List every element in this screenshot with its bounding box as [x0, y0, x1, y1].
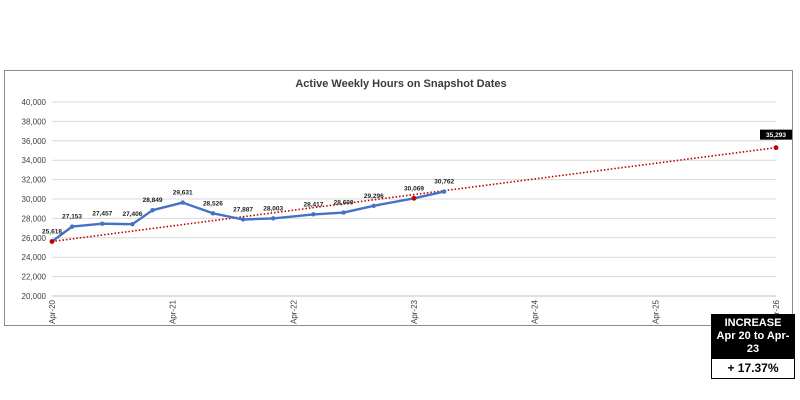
data-label: 28,600: [334, 200, 354, 207]
data-label: 30,762: [434, 179, 454, 186]
line-chart: Active Weekly Hours on Snapshot Dates 20…: [22, 78, 792, 324]
x-tick-label: Apr-24: [531, 299, 540, 324]
trend-point: [411, 195, 417, 201]
y-tick-label: 38,000: [22, 117, 47, 126]
x-tick-label: Apr-22: [289, 299, 298, 324]
y-tick-label: 28,000: [22, 214, 47, 223]
trend-point: [49, 239, 55, 244]
increase-heading: INCREASE Apr 20 to Apr-23: [712, 315, 794, 359]
data-label: 27,457: [92, 211, 112, 218]
increase-value: + 17.37%: [727, 361, 779, 375]
trend-end-label-bg: [760, 129, 792, 140]
y-tick-label: 26,000: [22, 234, 47, 243]
data-label: 28,526: [203, 200, 223, 207]
y-tick-label: 34,000: [22, 156, 47, 165]
chart-title: Active Weekly Hours on Snapshot Dates: [295, 78, 506, 90]
x-tick-label: Apr-23: [410, 299, 419, 324]
y-tick-label: 20,000: [22, 292, 47, 301]
y-tick-label: 24,000: [22, 253, 47, 262]
data-point: [180, 200, 185, 205]
data-point: [371, 203, 376, 209]
x-tick-label: Apr-25: [651, 299, 660, 324]
data-label: 27,887: [233, 206, 253, 213]
data-point: [130, 221, 135, 227]
data-label: 28,003: [263, 205, 283, 212]
data-point: [100, 221, 105, 226]
data-label: 25,618: [42, 229, 62, 236]
y-tick-label: 36,000: [22, 137, 47, 146]
data-point: [311, 212, 316, 217]
data-label: 28,417: [303, 201, 323, 208]
series-line: [51, 190, 445, 243]
trend-line: [51, 146, 777, 243]
chart-frame: Active Weekly Hours on Snapshot Dates 20…: [4, 70, 795, 379]
data-label: 30,069: [404, 185, 424, 192]
data-point: [150, 207, 155, 213]
data-label: 29,631: [173, 190, 193, 197]
data-label: 29,296: [364, 193, 384, 200]
data-point: [341, 210, 346, 215]
data-point: [69, 224, 75, 229]
increase-box: INCREASE Apr 20 to Apr-23 + 17.37%: [711, 314, 795, 379]
y-tick-label: 40,000: [22, 98, 47, 107]
data-point: [441, 189, 447, 194]
x-tick-label: Apr-20: [48, 299, 57, 324]
x-tick-label: Apr-21: [169, 299, 178, 324]
trend-point: [773, 145, 779, 151]
trend-end-label: 35,293: [766, 132, 786, 139]
data-label: 28,849: [143, 197, 163, 204]
data-label: 27,406: [122, 211, 142, 218]
data-point: [240, 217, 246, 222]
data-label: 27,153: [62, 214, 82, 221]
data-point: [210, 211, 216, 216]
y-tick-label: 32,000: [22, 176, 47, 185]
x-tick-label: Apr-26: [772, 299, 781, 324]
data-point: [271, 216, 276, 221]
y-tick-label: 22,000: [22, 273, 47, 282]
y-tick-label: 30,000: [22, 195, 47, 204]
